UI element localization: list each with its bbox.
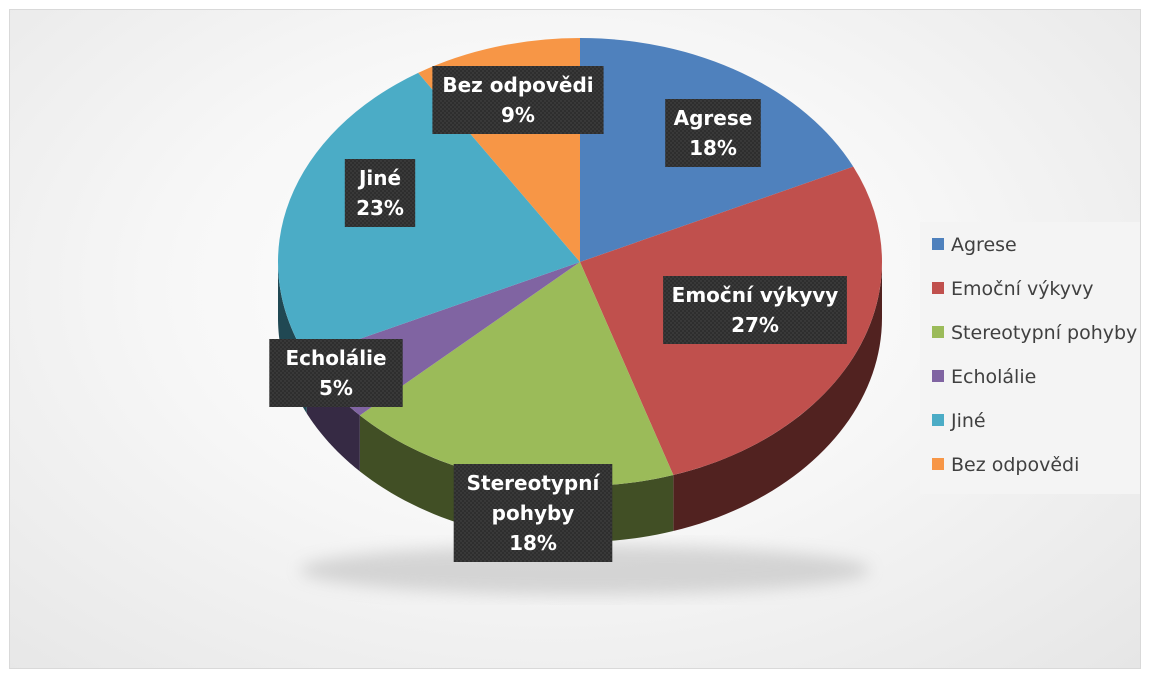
legend-label: Emoční výkyvy [951, 278, 1094, 300]
data-label-box-3 [269, 339, 403, 407]
pie-chart: Agrese 18% Emoční výkyvy 27% Stereotypní pohy… [269, 38, 882, 595]
data-label-1: Emoční výkyvy 27% [663, 276, 847, 344]
legend-swatch [932, 458, 944, 470]
data-label-text: Jiné [357, 166, 401, 190]
data-label-0: Agrese 18% [665, 99, 761, 167]
pie-slice-4 [277, 72, 580, 358]
data-label-box-4 [344, 159, 416, 227]
pie-shadow [300, 545, 870, 595]
data-label-box-2 [453, 464, 613, 562]
legend-item: Bez odpovědi [932, 454, 1079, 476]
legend-item: Agrese [932, 234, 1017, 256]
data-label-text: 18% [509, 531, 557, 555]
legend-label: Jiné [951, 410, 986, 432]
chart-area: Agrese 18% Emoční výkyvy 27% Stereotypní pohy… [9, 9, 1141, 669]
data-label-text: 27% [731, 313, 779, 337]
legend-swatch [932, 238, 944, 250]
pie-side-1 [673, 262, 882, 532]
legend-label: Stereotypní pohyby [951, 322, 1138, 344]
data-label-text: pohyby [492, 501, 575, 525]
data-label-text: Bez odpovědi [442, 73, 593, 97]
legend-swatch [932, 370, 944, 382]
pie-data-labels: Agrese 18% Emoční výkyvy 27% Stereotypní pohy… [269, 66, 847, 562]
legend: Agrese Emoční výkyvy Stereotypní pohyby Ech… [920, 222, 1140, 494]
pie-slice-2 [359, 262, 674, 487]
data-label-3: Echolálie 5% [269, 339, 403, 407]
data-label-box-5 [432, 66, 604, 134]
data-label-text: 18% [689, 136, 737, 160]
data-label-text: 9% [501, 103, 535, 127]
legend-label: Agrese [951, 234, 1017, 256]
data-label-text: 5% [319, 376, 353, 400]
data-label-text: Stereotypní [467, 471, 601, 495]
data-label-text: 23% [356, 196, 404, 220]
data-label-4: Jiné 23% [344, 159, 416, 227]
data-label-text: Agrese [674, 106, 753, 130]
data-label-box-1 [663, 276, 847, 344]
legend-item: Echolálie [932, 366, 1036, 388]
data-label-5: Bez odpovědi 9% [432, 66, 604, 134]
legend-swatch [932, 282, 944, 294]
legend-label: Echolálie [951, 366, 1037, 388]
legend-item: Emoční výkyvy [932, 278, 1094, 300]
data-label-text: Echolálie [285, 346, 386, 370]
legend-label: Bez odpovědi [951, 454, 1080, 476]
data-label-box-0 [665, 99, 761, 167]
legend-item: Stereotypní pohyby [932, 322, 1137, 344]
legend-item: Jiné [932, 410, 986, 432]
legend-swatch [932, 326, 944, 338]
data-label-2: Stereotypní pohyby 18% [453, 464, 613, 562]
data-label-text: Emoční výkyvy [672, 283, 839, 307]
legend-swatch [932, 414, 944, 426]
